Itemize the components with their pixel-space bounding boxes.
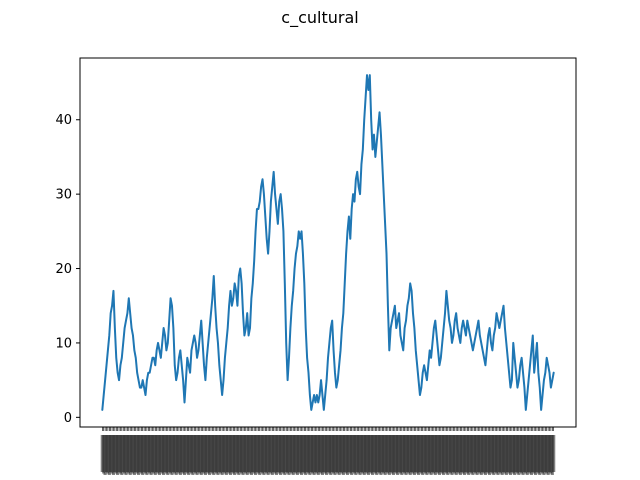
y-tick-label: 40 (55, 113, 72, 128)
y-tick-label: 10 (55, 336, 72, 351)
y-tick-label: 20 (55, 262, 72, 277)
chart-title: c_cultural (281, 8, 358, 28)
series-group (101, 74, 555, 411)
series-line (101, 74, 555, 411)
x-tick-label (552, 435, 556, 472)
y-axis-ticks: 0 10 20 30 40 (55, 113, 80, 426)
y-tick-label: 30 (55, 188, 72, 203)
x-axis-ticks (100, 427, 556, 475)
y-tick-label: 0 (64, 411, 72, 426)
